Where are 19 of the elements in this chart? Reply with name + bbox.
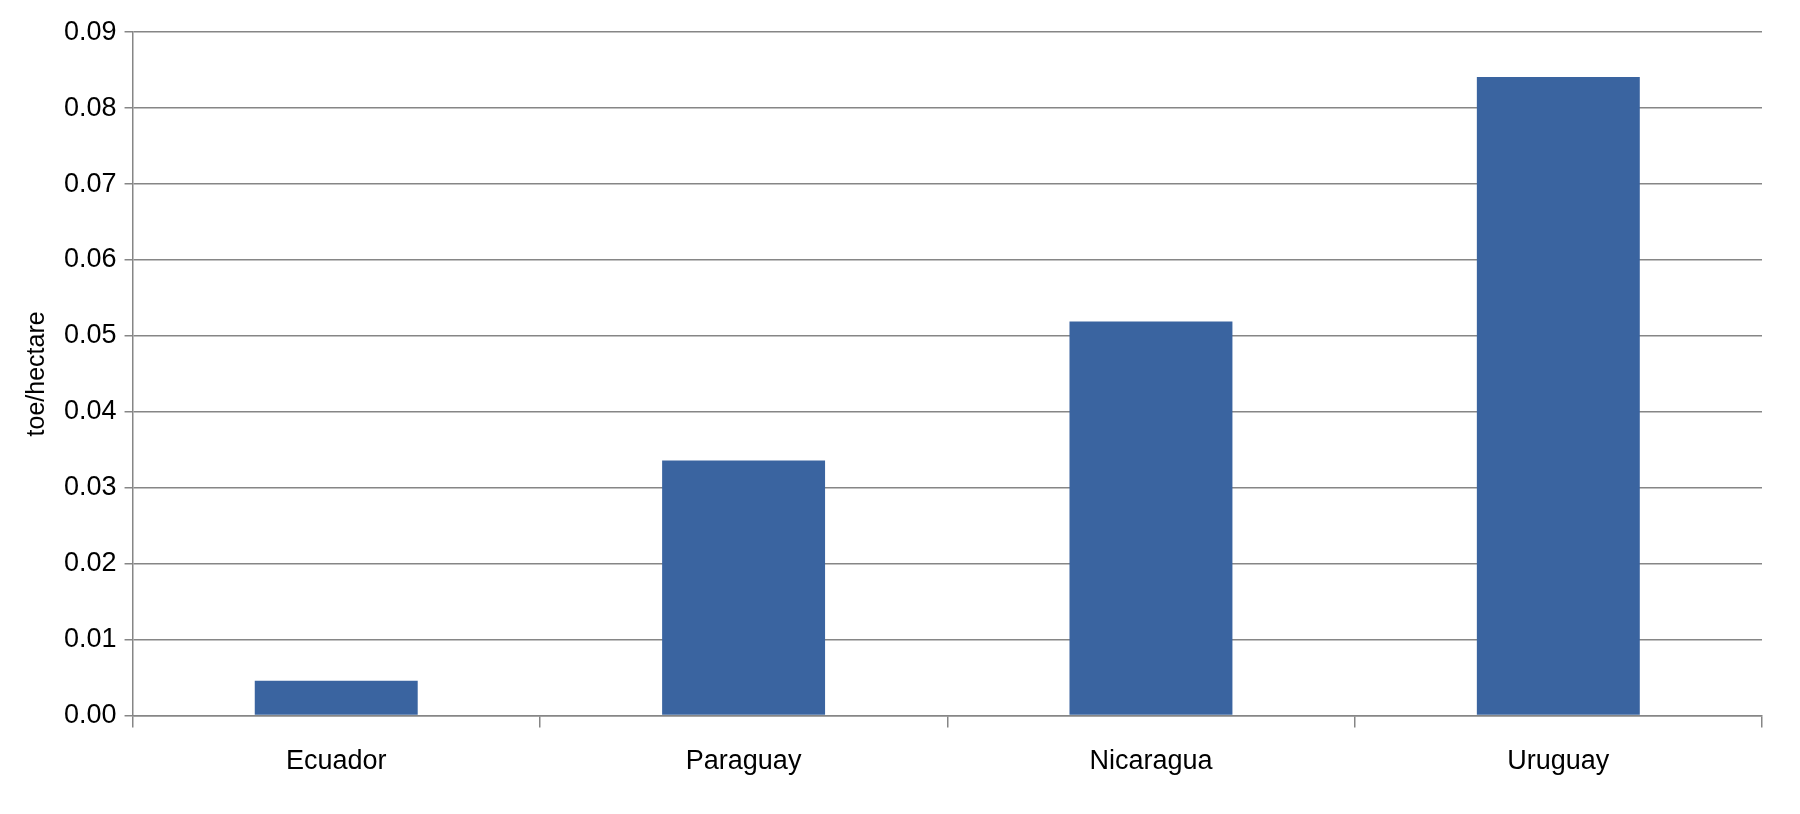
y-tick-label: 0.07 <box>63 167 117 198</box>
bar <box>1069 321 1233 715</box>
x-tick-label: Paraguay <box>685 745 802 776</box>
y-tick-label: 0.01 <box>63 623 117 654</box>
x-tick-label: Ecuador <box>285 745 387 776</box>
bar <box>254 680 418 715</box>
x-tick-label: Nicaragua <box>1089 745 1214 776</box>
bar <box>1476 77 1640 715</box>
y-tick-label: 0.08 <box>63 91 117 122</box>
y-axis-title: toe/hectare <box>20 311 49 437</box>
bar <box>662 460 826 715</box>
y-tick-label: 0.05 <box>63 319 117 350</box>
y-tick-label: 0.06 <box>63 243 117 274</box>
y-tick-label: 0.03 <box>63 471 117 502</box>
y-tick-label: 0.00 <box>63 699 117 730</box>
x-tick-label: Uruguay <box>1507 745 1610 776</box>
y-tick-label: 0.04 <box>63 395 117 426</box>
y-tick-label: 0.09 <box>63 15 117 46</box>
y-tick-label: 0.02 <box>63 547 117 578</box>
